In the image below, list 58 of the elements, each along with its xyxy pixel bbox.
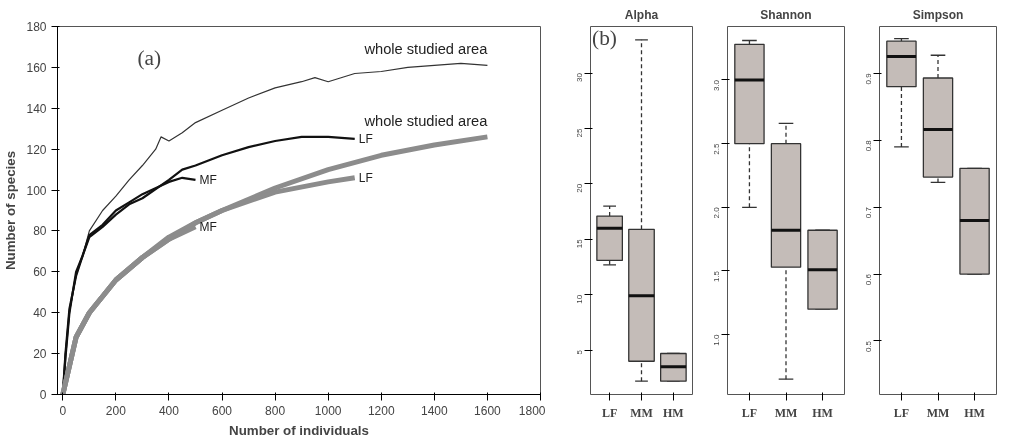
y-tick-label: 30 [575, 72, 584, 82]
x-tick-label: 400 [158, 403, 180, 418]
y-tick-label: 0 [39, 388, 47, 402]
x-tick-label: LF [741, 405, 758, 420]
y-tick-label: 0.9 [864, 72, 873, 85]
x-tick-label: 1200 [367, 403, 395, 418]
series-label: whole studied area [363, 112, 489, 129]
y-tick-label: 1.5 [712, 270, 721, 283]
x-tick-label: HM [964, 405, 985, 420]
y-tick-label: 25 [575, 127, 584, 138]
series-label: MF [199, 219, 217, 234]
y-tick-label: 140 [26, 101, 47, 116]
x-tick-label: 0 [59, 403, 67, 418]
chart-title: Simpson [912, 7, 964, 22]
x-tick-label: HM [812, 405, 833, 420]
x-tick-label: MM [774, 405, 798, 420]
y-tick-label: 0.8 [864, 139, 873, 152]
y-tick-label: 2.5 [712, 143, 721, 155]
y-tick-label: 80 [33, 224, 47, 239]
x-tick-label: 800 [265, 403, 286, 418]
y-tick-label: 40 [33, 306, 47, 321]
y-tick-label: 1.0 [712, 334, 721, 346]
chart-title: Shannon [760, 7, 812, 22]
y-tick-label: 10 [575, 294, 584, 304]
annotation: (a) [137, 45, 162, 70]
y-tick-label: 120 [26, 142, 47, 157]
series-label: whole studied area [363, 41, 489, 58]
x-tick-label: 1800 [518, 403, 546, 418]
y-tick-label: 2.0 [712, 206, 721, 219]
y-tick-label: 180 [26, 20, 47, 34]
x-axis-title: Number of individuals [229, 422, 369, 438]
y-axis-title: Number of species [3, 150, 19, 271]
x-tick-label: LF [893, 405, 910, 420]
y-tick-label: 20 [33, 347, 47, 362]
y-tick-label: 0.6 [864, 273, 873, 286]
y-tick-label: 15 [575, 238, 584, 249]
x-tick-label: LF [601, 405, 618, 420]
x-tick-label: 1000 [314, 403, 342, 418]
x-tick-label: 200 [105, 403, 127, 418]
y-tick-label: 5 [575, 349, 584, 355]
y-tick-label: 60 [33, 265, 47, 280]
y-tick-label: 160 [26, 60, 47, 75]
x-tick-label: 1400 [421, 403, 449, 418]
series-label: MF [199, 172, 217, 187]
x-tick-label: 1600 [474, 403, 502, 418]
series-label: LF [358, 170, 373, 185]
y-tick-label: 20 [575, 183, 584, 193]
x-tick-label: HM [663, 405, 684, 420]
chart-title: Alpha [624, 7, 659, 22]
y-tick-label: 0.7 [864, 206, 873, 219]
x-tick-label: 600 [212, 403, 233, 418]
x-tick-label: MM [926, 405, 950, 420]
y-tick-label: 0.5 [864, 340, 873, 353]
y-tick-label: 3.0 [712, 79, 721, 92]
series-label: LF [358, 131, 373, 146]
annotation: (b) [592, 25, 617, 50]
y-tick-label: 100 [26, 183, 47, 198]
x-tick-label: MM [630, 405, 653, 420]
